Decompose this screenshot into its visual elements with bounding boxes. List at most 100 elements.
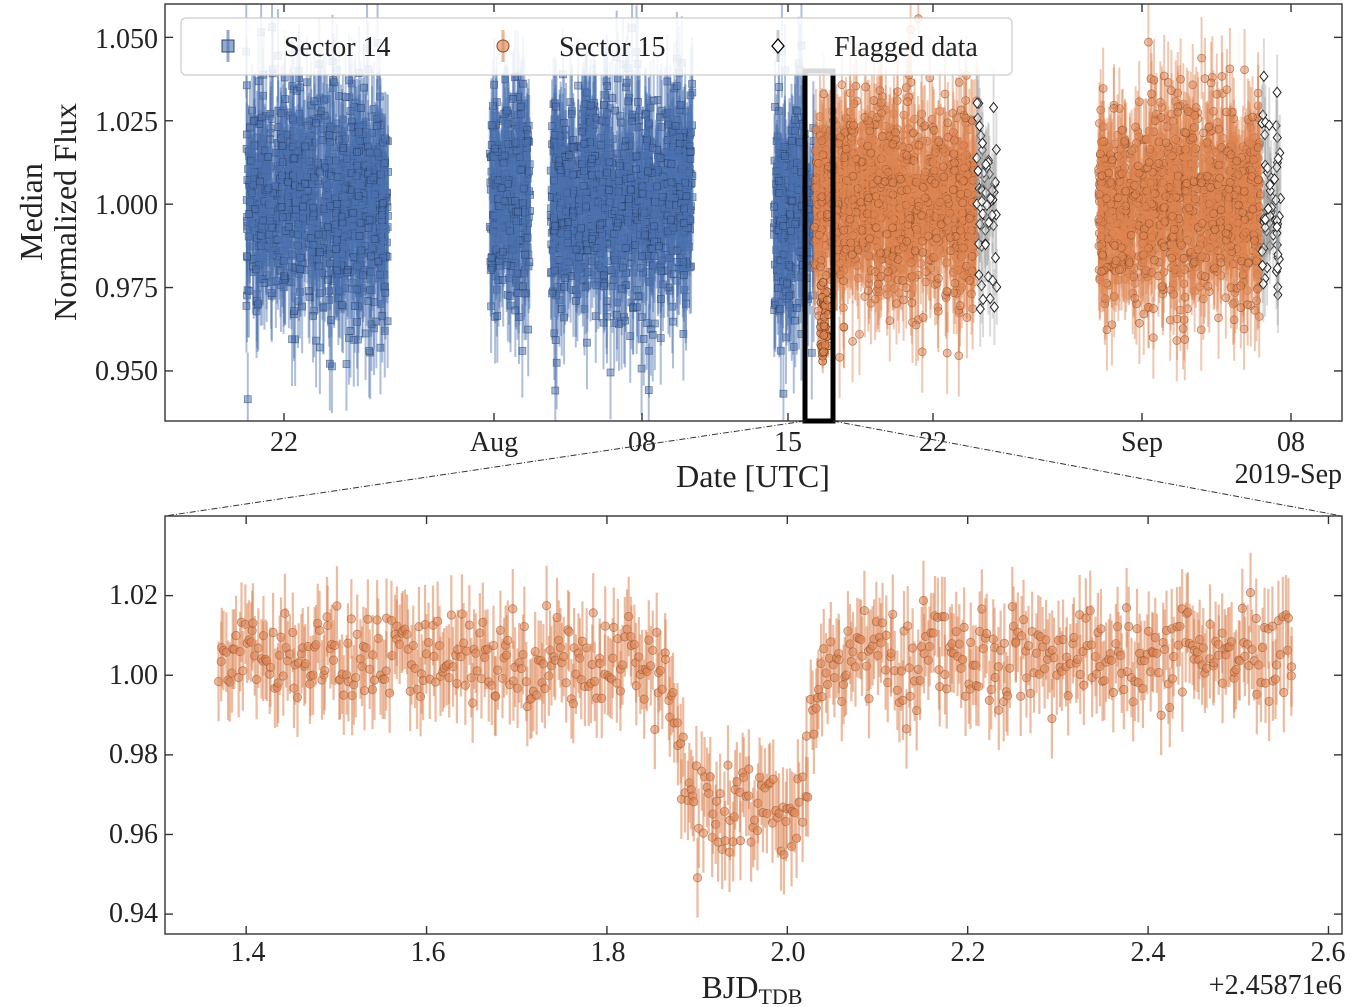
data-point: [277, 109, 286, 118]
data-point: [361, 329, 370, 338]
data-point: [302, 78, 311, 87]
data-point: [260, 279, 269, 287]
data-point: [632, 152, 641, 161]
data-point: [686, 147, 695, 156]
data-point: [309, 203, 318, 212]
data-point: [519, 79, 527, 88]
data-point: [671, 122, 680, 130]
data-point: [319, 302, 328, 311]
data-point: [621, 142, 630, 151]
data-point: [349, 253, 358, 261]
data-point: [251, 204, 260, 213]
data-point: [564, 218, 572, 226]
data-point: [649, 261, 657, 270]
data-point: [315, 248, 324, 257]
data-point: [518, 347, 527, 355]
data-point: [556, 166, 565, 174]
data-point: [682, 192, 691, 201]
data-point: [290, 307, 299, 315]
data-point: [586, 101, 595, 110]
data-point: [259, 91, 267, 100]
data-point: [644, 386, 653, 395]
data-point: [514, 207, 522, 216]
data-point: [524, 325, 533, 334]
data-point: [339, 143, 348, 152]
data-point: [277, 203, 286, 211]
data-point: [255, 177, 264, 186]
data-point: [316, 343, 324, 352]
data-point: [332, 245, 340, 253]
data-point: [657, 295, 665, 303]
data-point: [296, 83, 305, 92]
data-point: [245, 242, 254, 251]
data-point: [588, 155, 596, 164]
data-point: [680, 271, 688, 279]
data-point: [367, 252, 375, 261]
data-point: [365, 347, 374, 355]
data-point: [253, 133, 261, 142]
data-point: [368, 203, 377, 212]
data-point: [245, 287, 253, 295]
data-point: [356, 104, 365, 112]
data-point: [291, 205, 300, 214]
data-point: [317, 107, 326, 116]
data-point: [338, 301, 346, 309]
data-point: [600, 101, 608, 109]
data-point: [371, 235, 379, 243]
data-point: [511, 306, 520, 315]
data-point: [574, 81, 582, 90]
data-point: [365, 215, 374, 224]
data-point: [605, 186, 613, 194]
data-point: [348, 278, 357, 287]
data-point: [330, 78, 338, 87]
data-point: [643, 167, 652, 176]
data-point: [314, 230, 323, 239]
data-point: [368, 129, 376, 137]
data-point: [330, 143, 338, 152]
data-point: [303, 121, 312, 130]
data-point: [650, 222, 659, 231]
data-point: [487, 254, 496, 262]
data-point: [345, 76, 354, 85]
data-point: [283, 240, 292, 249]
data-point: [309, 311, 317, 320]
data-point: [369, 105, 378, 113]
data-point: [325, 359, 334, 368]
data-point: [341, 93, 350, 101]
data-point: [271, 148, 280, 157]
data-point: [374, 257, 383, 266]
data-point: [569, 136, 578, 144]
data-point: [308, 269, 316, 278]
data-point: [561, 274, 570, 283]
data-point: [355, 232, 364, 240]
data-point: [617, 284, 626, 293]
data-point: [298, 302, 306, 311]
data-point: [771, 102, 779, 111]
data-point: [548, 289, 556, 298]
data-point: [315, 168, 324, 177]
data-point: [577, 224, 585, 233]
data-point: [325, 250, 334, 259]
data-point: [254, 77, 263, 86]
data-point: [246, 123, 254, 132]
data-point: [341, 284, 350, 292]
data-point: [252, 307, 261, 316]
data-point: [807, 348, 816, 357]
data-point: [588, 235, 597, 243]
data-point: [244, 147, 253, 156]
data-point: [523, 233, 532, 242]
data-point: [381, 288, 390, 297]
data-point: [551, 222, 559, 231]
data-point: [288, 250, 296, 259]
data-point: [296, 288, 304, 296]
data-point: [681, 178, 690, 187]
data-point: [243, 395, 252, 404]
data-point: [268, 251, 277, 259]
data-point: [583, 338, 591, 347]
data-point: [606, 368, 615, 377]
data-point: [337, 212, 346, 221]
data-point: [319, 96, 328, 105]
data-point: [524, 130, 533, 139]
data-point: [560, 118, 568, 127]
data-point: [626, 174, 635, 182]
